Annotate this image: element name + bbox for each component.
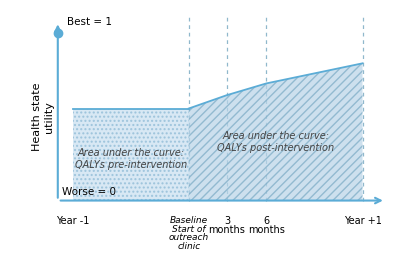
- Text: Worse = 0: Worse = 0: [62, 187, 116, 197]
- Text: months: months: [248, 225, 285, 235]
- Text: 6: 6: [263, 217, 270, 227]
- Text: Start of: Start of: [172, 225, 206, 234]
- Text: Best = 1: Best = 1: [67, 16, 112, 26]
- Text: clinic: clinic: [177, 242, 200, 251]
- Text: Year +1: Year +1: [344, 217, 382, 227]
- Text: months: months: [208, 225, 245, 235]
- Text: 3: 3: [224, 217, 230, 227]
- Text: Area under the curve:
QALYs post-intervention: Area under the curve: QALYs post-interve…: [217, 131, 334, 153]
- Text: Year -1: Year -1: [56, 217, 90, 227]
- Text: outreach: outreach: [168, 233, 209, 242]
- Text: Area under the curve:
QALYs pre-intervention: Area under the curve: QALYs pre-interven…: [75, 148, 187, 170]
- Text: Health state
utility: Health state utility: [32, 83, 54, 151]
- Text: Baseline: Baseline: [170, 217, 208, 225]
